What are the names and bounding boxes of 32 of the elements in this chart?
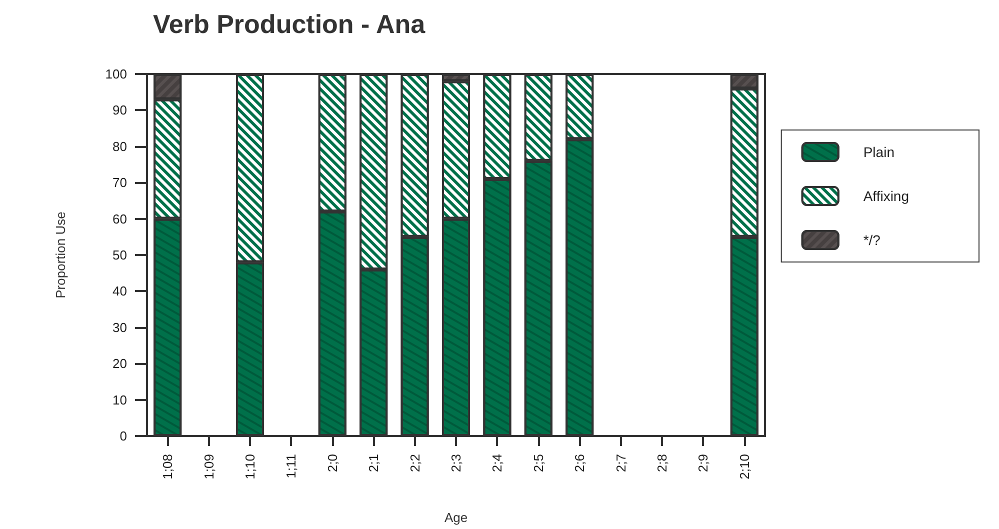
y-tick-label: 70 xyxy=(112,175,127,190)
legend-label: Affixing xyxy=(863,188,910,204)
legend-label: */? xyxy=(863,232,881,248)
y-tick-label: 100 xyxy=(105,66,127,82)
x-tick-label: 2;3 xyxy=(448,454,464,472)
y-tick-label: 50 xyxy=(112,248,127,262)
x-tick-label: 2;6 xyxy=(572,454,588,472)
y-tick-label: 40 xyxy=(112,284,127,299)
y-tick-label: 10 xyxy=(112,392,127,408)
x-axis-title: Age xyxy=(444,510,468,525)
x-tick-label: 1;10 xyxy=(242,454,258,480)
chart-title: Verb Production - Ana xyxy=(153,9,426,39)
x-tick-label: 2;8 xyxy=(654,454,670,472)
x-tick-label: 2;7 xyxy=(613,454,628,472)
x-tick-label: 2;1 xyxy=(366,454,382,472)
x-tick-label: 2;9 xyxy=(696,454,711,472)
x-tick-label: 1;09 xyxy=(201,454,216,480)
x-tick-label: 1;11 xyxy=(284,454,299,478)
legend-label: Plain xyxy=(863,144,894,160)
x-tick-label: 2;2 xyxy=(407,454,422,472)
y-tick-label: 30 xyxy=(112,320,127,335)
x-tick-label: 2;4 xyxy=(490,454,505,472)
x-tick-label: 1;08 xyxy=(160,454,176,480)
y-tick-label: 20 xyxy=(112,356,127,372)
y-axis-title: Proportion Use xyxy=(53,212,68,298)
x-tick-label: 2;0 xyxy=(324,454,340,472)
y-tick-label: 80 xyxy=(112,138,127,154)
y-tick-label: 90 xyxy=(112,102,127,118)
x-tick-label: 2;10 xyxy=(736,454,752,480)
y-tick-label: 0 xyxy=(120,428,127,444)
x-tick-label: 2;5 xyxy=(530,454,546,472)
y-tick-label: 60 xyxy=(112,211,127,226)
